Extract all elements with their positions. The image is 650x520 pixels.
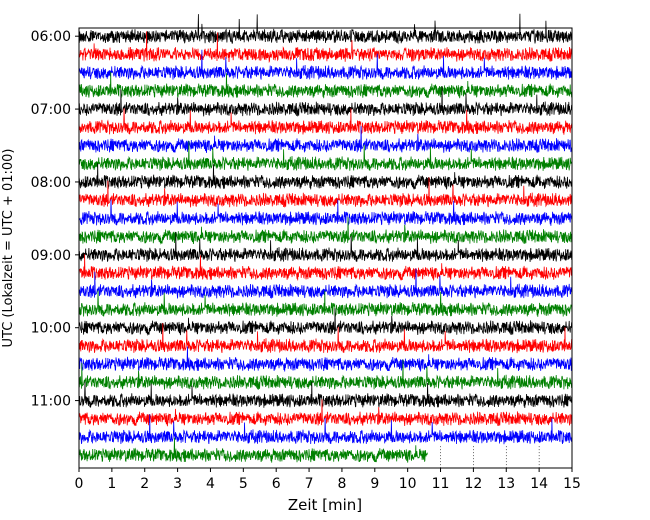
trace-0730 — [78, 126, 573, 153]
x-tick-label: 12 — [464, 476, 482, 492]
x-tick-label: 3 — [173, 476, 182, 492]
y-tick-label: 08:00 — [31, 175, 71, 191]
x-tick-label: 15 — [563, 476, 581, 492]
x-axis-ticks: 0 1 2 3 4 5 6 7 8 9 10 11 12 13 14 15 — [75, 468, 581, 492]
dotted-grid — [440, 446, 540, 468]
y-tick-label: 11:00 — [31, 394, 71, 410]
trace-1100 — [78, 381, 573, 409]
y-tick-label: 10:00 — [31, 321, 71, 337]
trace-1030 — [78, 346, 573, 372]
trace-0715 — [78, 108, 573, 135]
x-tick-label: 5 — [239, 476, 248, 492]
y-axis-label: UTC (Lokalzeit = UTC + 01:00) — [1, 149, 16, 348]
trace-0915 — [78, 254, 573, 282]
x-tick-label: 4 — [206, 476, 215, 492]
trace-1115 — [78, 399, 573, 427]
y-tick-label: 09:00 — [31, 248, 71, 264]
trace-0600 — [78, 13, 573, 45]
x-tick-label: 2 — [140, 476, 149, 492]
trace-0815 — [78, 177, 573, 208]
trace-0700 — [78, 86, 573, 117]
trace-0930 — [78, 268, 573, 299]
trace-0745 — [78, 140, 573, 171]
trace-0800 — [78, 163, 573, 191]
x-axis-label: Zeit [min] — [288, 496, 362, 514]
trace-1000 — [78, 308, 573, 337]
trace-0830 — [78, 199, 573, 226]
x-tick-label: 13 — [497, 476, 515, 492]
trace-1130 — [78, 414, 573, 445]
axes-frame — [78, 27, 573, 469]
y-tick-label: 07:00 — [31, 102, 71, 118]
trace-1145 — [78, 437, 428, 463]
x-tick-label: 9 — [370, 476, 379, 492]
trace-1015 — [78, 323, 573, 354]
trace-0900 — [78, 231, 573, 263]
y-tick-label: 06:00 — [31, 29, 71, 45]
trace-0630 — [78, 49, 573, 80]
trace-group — [78, 13, 573, 463]
x-tick-label: 1 — [107, 476, 116, 492]
trace-1045 — [78, 359, 573, 390]
x-tick-label: 11 — [432, 476, 450, 492]
x-tick-label: 6 — [272, 476, 281, 492]
trace-0645 — [78, 71, 573, 99]
x-tick-label: 14 — [530, 476, 548, 492]
trace-0845 — [78, 217, 573, 245]
trace-0615 — [78, 31, 573, 64]
x-tick-label: 8 — [337, 476, 346, 492]
trace-0945 — [78, 290, 573, 317]
y-axis-ticks: 06:00 07:00 08:00 09:00 10:00 11:00 — [31, 29, 79, 410]
x-tick-label: 0 — [75, 476, 84, 492]
x-tick-label: 7 — [305, 476, 314, 492]
x-tick-label: 10 — [399, 476, 417, 492]
